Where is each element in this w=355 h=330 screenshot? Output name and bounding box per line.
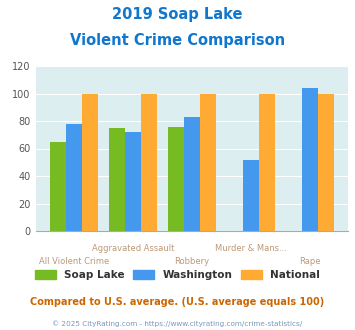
Bar xyxy=(259,93,275,231)
Bar xyxy=(50,142,66,231)
Bar xyxy=(168,126,184,231)
Text: Compared to U.S. average. (U.S. average equals 100): Compared to U.S. average. (U.S. average … xyxy=(31,297,324,307)
Bar xyxy=(125,132,141,231)
Bar xyxy=(109,128,125,231)
Bar xyxy=(301,88,318,231)
Text: Robbery: Robbery xyxy=(174,257,209,266)
Text: 2019 Soap Lake: 2019 Soap Lake xyxy=(112,7,243,21)
Bar xyxy=(184,117,200,231)
Bar xyxy=(242,159,259,231)
Text: © 2025 CityRating.com - https://www.cityrating.com/crime-statistics/: © 2025 CityRating.com - https://www.city… xyxy=(53,321,302,327)
Text: All Violent Crime: All Violent Crime xyxy=(39,257,109,266)
Text: Murder & Mans...: Murder & Mans... xyxy=(215,244,286,253)
Bar xyxy=(141,93,157,231)
Text: Aggravated Assault: Aggravated Assault xyxy=(92,244,174,253)
Text: Violent Crime Comparison: Violent Crime Comparison xyxy=(70,33,285,48)
Legend: Soap Lake, Washington, National: Soap Lake, Washington, National xyxy=(31,266,324,284)
Bar xyxy=(66,124,82,231)
Text: Rape: Rape xyxy=(299,257,320,266)
Bar xyxy=(82,93,98,231)
Bar xyxy=(200,93,216,231)
Bar xyxy=(318,93,334,231)
